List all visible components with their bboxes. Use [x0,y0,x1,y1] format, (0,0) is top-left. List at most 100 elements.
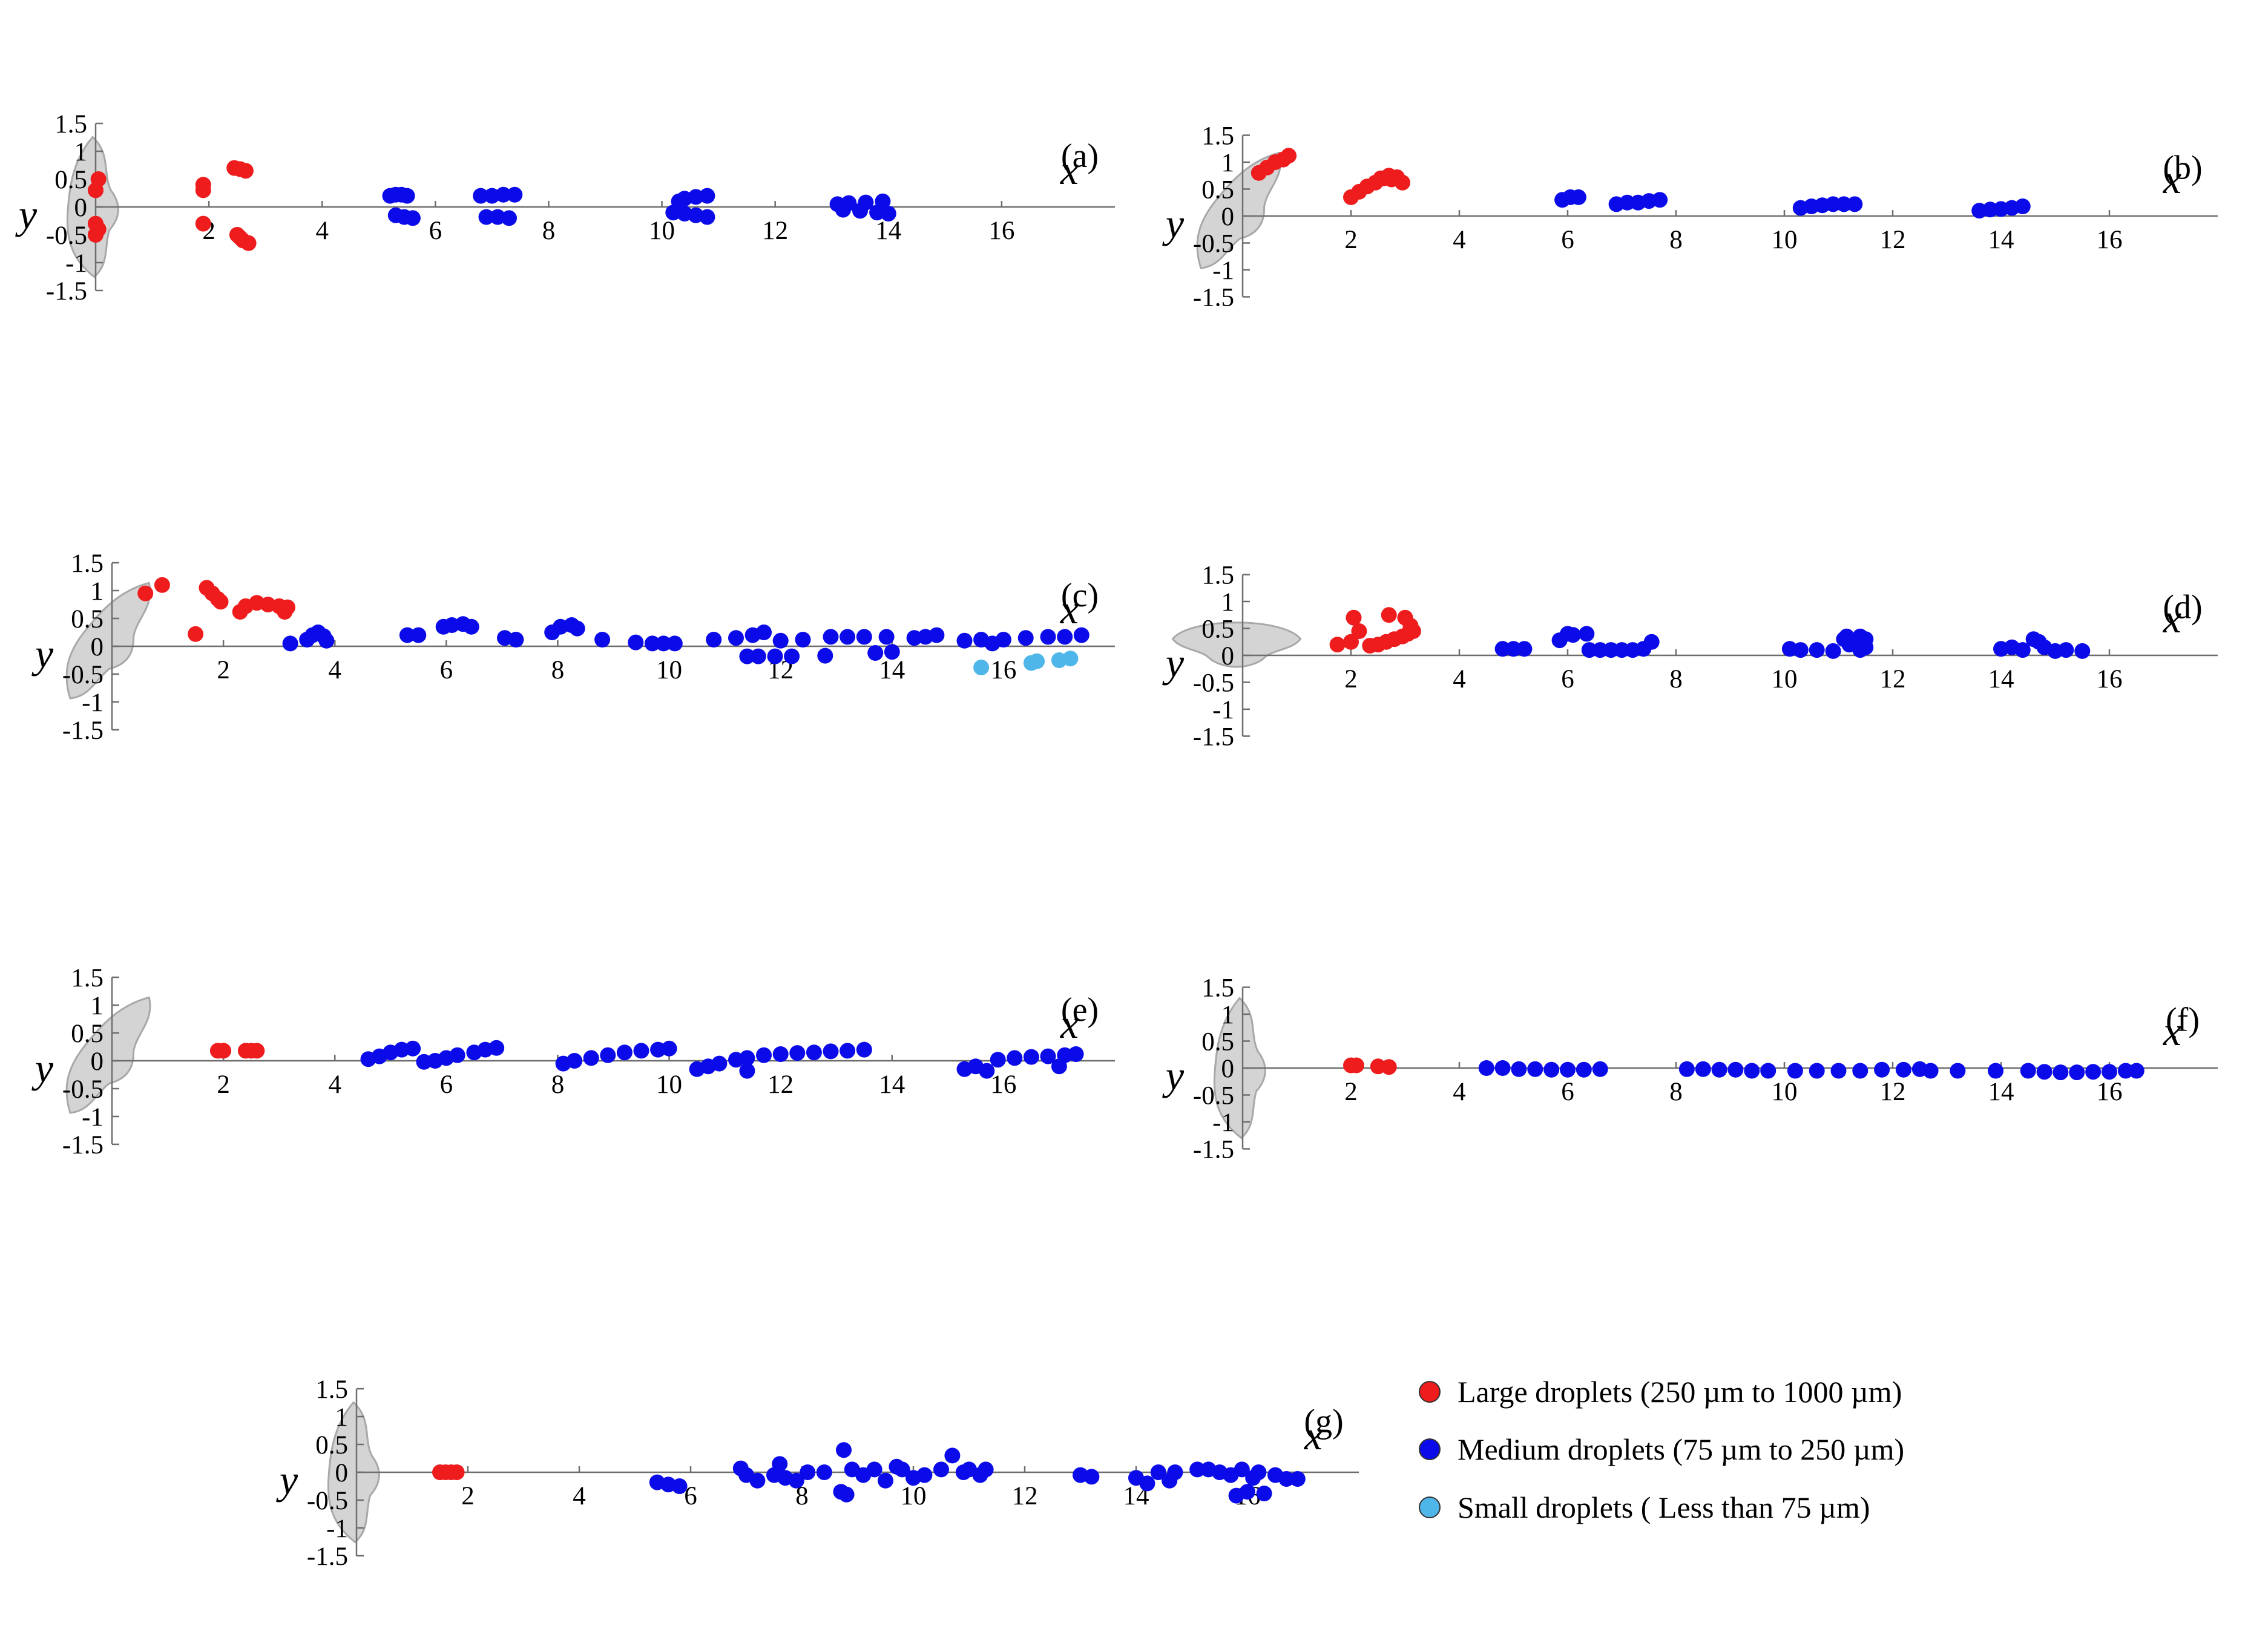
point-medium [1139,1475,1155,1492]
x-tick-label: 14 [879,656,905,684]
x-axis-label: x [2163,595,2181,641]
y-tick-label: 0.5 [1201,1028,1234,1057]
x-tick-label: 16 [2097,665,2123,693]
point-medium [1874,1061,1890,1078]
point-medium [852,203,868,219]
y-tick-label: 1.5 [1201,562,1234,590]
point-large [88,227,104,243]
y-tick-label: -1 [82,1103,104,1132]
point-medium [878,629,895,645]
y-tick-label: 1 [74,138,88,166]
point-medium [666,635,683,652]
head-shape [65,996,151,1114]
point-medium [1505,641,1522,657]
x-tick-label: 10 [1772,226,1798,254]
x-tick-label: 4 [1453,1078,1466,1106]
x-tick-label: 14 [879,1070,905,1099]
y-tick-label: 0 [91,633,104,661]
point-medium [739,1050,755,1066]
y-tick-label: -1 [65,249,87,278]
x-tick-label: 6 [429,217,442,245]
point-medium [756,624,772,640]
point-medium [1652,192,1668,208]
series-large [137,577,295,642]
y-axis-label: y [31,1045,54,1091]
point-large [154,577,170,593]
point-medium [318,632,335,649]
point-medium [644,635,660,652]
y-tick-label: 0.5 [1201,615,1234,644]
point-medium [856,629,872,645]
point-medium [463,618,479,635]
point-medium [866,1461,882,1478]
point-medium [656,635,672,652]
point-medium [739,1063,755,1079]
x-tick-label: 2 [461,1482,475,1510]
point-medium [1167,1464,1183,1480]
x-tick-label: 14 [1988,226,2014,254]
head-shape [65,582,151,700]
point-large [280,599,295,615]
y-axis-label: y [31,631,54,677]
point-medium [583,1050,599,1066]
point-medium [484,188,500,204]
y-tick-label: -0.5 [46,221,87,250]
point-medium [1852,1063,1868,1079]
point-medium [806,1044,822,1061]
legend-label-small: Small droplets ( Less than 75 µm) [1458,1490,1870,1524]
x-tick-label: 10 [901,1482,927,1510]
point-large [137,585,154,601]
x-tick-label: 8 [1669,226,1683,254]
point-medium [507,186,523,203]
point-medium [490,209,506,225]
head-shape [327,1401,380,1544]
y-tick-label: -1 [1212,696,1234,724]
point-medium [1150,1464,1166,1480]
point-large [1381,607,1397,623]
x-axis-label: x [1060,586,1079,632]
point-medium [1825,643,1841,659]
series-small [973,651,1079,675]
x-tick-label: 10 [649,217,675,245]
x-tick-label: 2 [1344,226,1358,254]
point-medium [699,188,715,204]
series-large [88,160,257,251]
y-axis-label: y [1162,1052,1185,1098]
point-medium [711,1055,728,1072]
y-tick-label: 0.5 [71,605,104,634]
point-large [195,215,211,232]
head-silhouette-icon [1171,621,1302,668]
y-tick-label: -1 [1212,257,1234,285]
point-medium [1858,631,1874,647]
point-medium [944,1447,961,1464]
y-tick-label: 1 [91,577,104,606]
point-medium [995,632,1011,647]
point-medium [688,189,704,205]
y-tick-label: 0 [91,1047,104,1076]
point-medium [1240,1484,1255,1500]
point-medium [767,648,783,664]
point-medium [1581,642,1597,658]
point-medium [410,627,427,643]
point-large [240,235,257,251]
point-medium [600,1047,616,1063]
point-medium [2014,198,2031,214]
y-tick-label: -0.5 [1193,230,1234,258]
point-large [1329,637,1346,653]
point-medium [878,1472,893,1489]
point-medium [1073,627,1089,643]
point-large [249,1043,265,1059]
point-medium [282,635,298,652]
x-tick-label: 14 [1988,1078,2014,1106]
point-medium [495,186,511,203]
y-tick-label: -1.5 [62,716,104,745]
x-tick-label: 8 [795,1482,809,1510]
point-medium [933,1461,949,1478]
point-medium [772,1456,788,1472]
legend-marker-large [1419,1381,1441,1403]
x-axis-label: x [2163,156,2181,202]
legend-marker-small [1419,1496,1441,1518]
point-medium [1051,1058,1067,1075]
point-medium [399,627,415,643]
